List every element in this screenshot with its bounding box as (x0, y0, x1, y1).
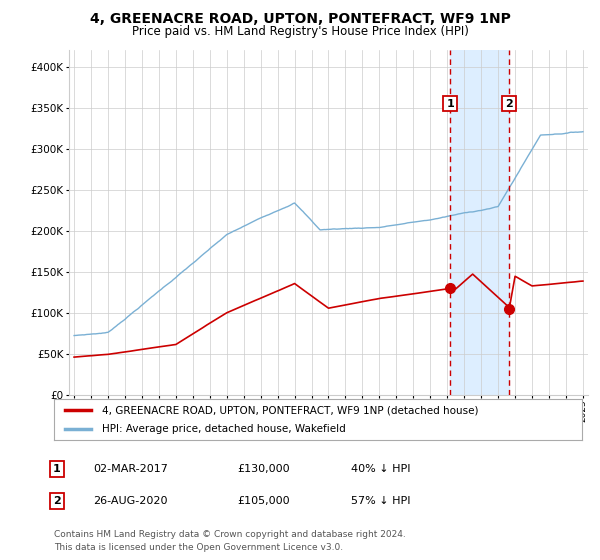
Text: £130,000: £130,000 (237, 464, 290, 474)
Text: 2: 2 (53, 496, 61, 506)
Text: 1: 1 (53, 464, 61, 474)
Text: 2: 2 (505, 99, 513, 109)
Text: 26-AUG-2020: 26-AUG-2020 (93, 496, 167, 506)
Text: Contains HM Land Registry data © Crown copyright and database right 2024.: Contains HM Land Registry data © Crown c… (54, 530, 406, 539)
Text: This data is licensed under the Open Government Licence v3.0.: This data is licensed under the Open Gov… (54, 543, 343, 552)
Bar (450, 50, 509, 395)
Text: £105,000: £105,000 (237, 496, 290, 506)
Text: 1: 1 (446, 99, 454, 109)
Text: 40% ↓ HPI: 40% ↓ HPI (351, 464, 410, 474)
Text: 02-MAR-2017: 02-MAR-2017 (93, 464, 168, 474)
Text: 4, GREENACRE ROAD, UPTON, PONTEFRACT, WF9 1NP (detached house): 4, GREENACRE ROAD, UPTON, PONTEFRACT, WF… (101, 405, 478, 415)
Text: Price paid vs. HM Land Registry's House Price Index (HPI): Price paid vs. HM Land Registry's House … (131, 25, 469, 38)
Text: 57% ↓ HPI: 57% ↓ HPI (351, 496, 410, 506)
Text: HPI: Average price, detached house, Wakefield: HPI: Average price, detached house, Wake… (101, 424, 345, 433)
Text: 4, GREENACRE ROAD, UPTON, PONTEFRACT, WF9 1NP: 4, GREENACRE ROAD, UPTON, PONTEFRACT, WF… (89, 12, 511, 26)
